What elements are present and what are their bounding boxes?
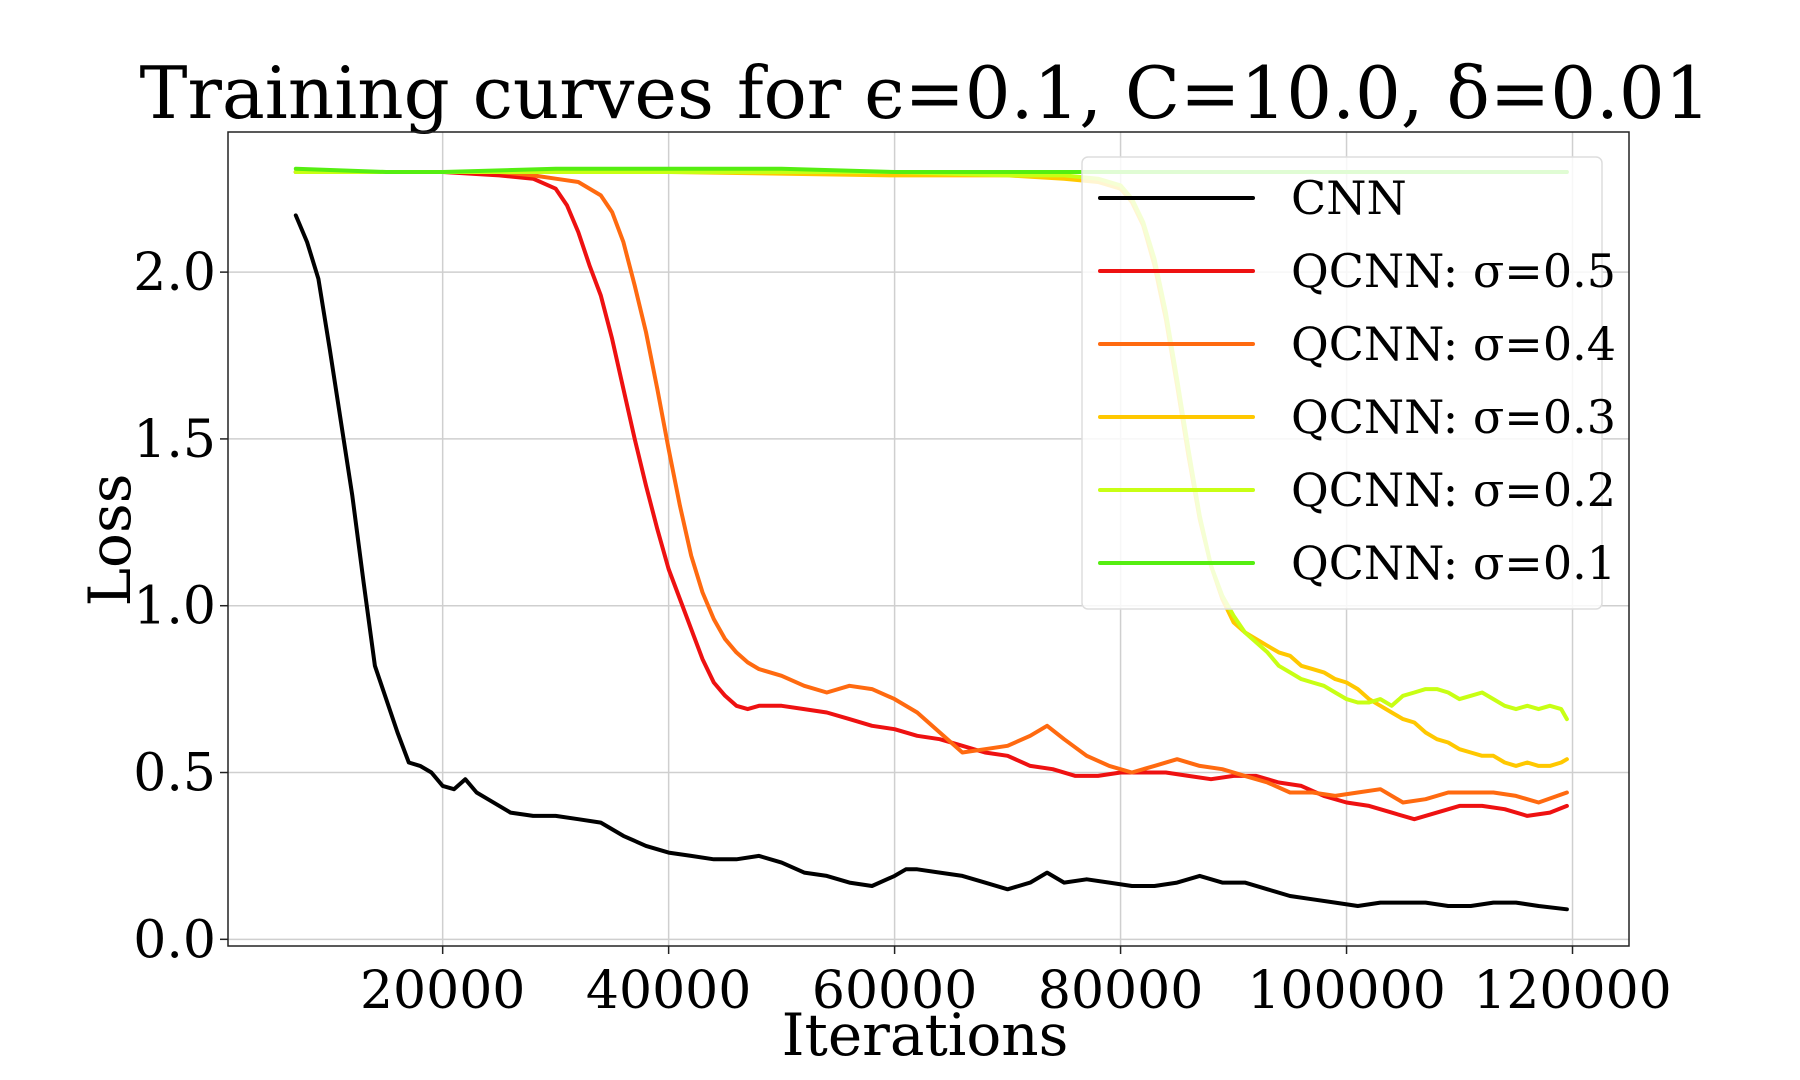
legend-label-0: CNN [1291, 171, 1407, 225]
axis-ticks: 20000 40000 60000 80000 100000 120000 0.0 0.5 1.… [133, 243, 1671, 1021]
y-tick-label: 1.5 [133, 410, 216, 470]
series-line-2 [293, 170, 1569, 805]
x-tick-label: 20000 [360, 961, 525, 1021]
legend-label-3: QCNN: σ=0.3 [1291, 390, 1616, 444]
x-tick-label: 100000 [1247, 961, 1446, 1021]
y-tick-label: 1.0 [133, 577, 216, 637]
legend-entries: CNN QCNN: σ=0.5 QCNN: σ=0.4 QCNN: σ=0.3 QCNN… [1098, 171, 1616, 590]
legend-label-1: QCNN: σ=0.5 [1291, 244, 1616, 298]
x-tick-label: 40000 [586, 961, 751, 1021]
series-line-0 [293, 213, 1569, 912]
y-tick-label: 0.0 [133, 910, 216, 970]
y-tick-label: 2.0 [133, 243, 216, 303]
x-tick-label: 60000 [812, 961, 977, 1021]
x-tick-label: 120000 [1473, 961, 1672, 1021]
series-line-1 [293, 170, 1569, 822]
plot-frame [227, 131, 1630, 947]
chart-title: Training curves for ϵ=0.1, C=10.0, δ=0.0… [139, 51, 1710, 135]
legend: CNN QCNN: σ=0.5 QCNN: σ=0.4 QCNN: σ=0.3 QCNN… [1081, 156, 1616, 610]
x-tick-label: 80000 [1038, 961, 1203, 1021]
x-axis-label: Iterations [782, 1001, 1069, 1069]
y-tick-label: 0.5 [133, 744, 216, 804]
legend-label-2: QCNN: σ=0.4 [1291, 317, 1616, 371]
legend-label-5: QCNN: σ=0.1 [1291, 536, 1616, 590]
legend-label-4: QCNN: σ=0.2 [1291, 463, 1616, 517]
y-axis-label: Loss [76, 474, 144, 607]
